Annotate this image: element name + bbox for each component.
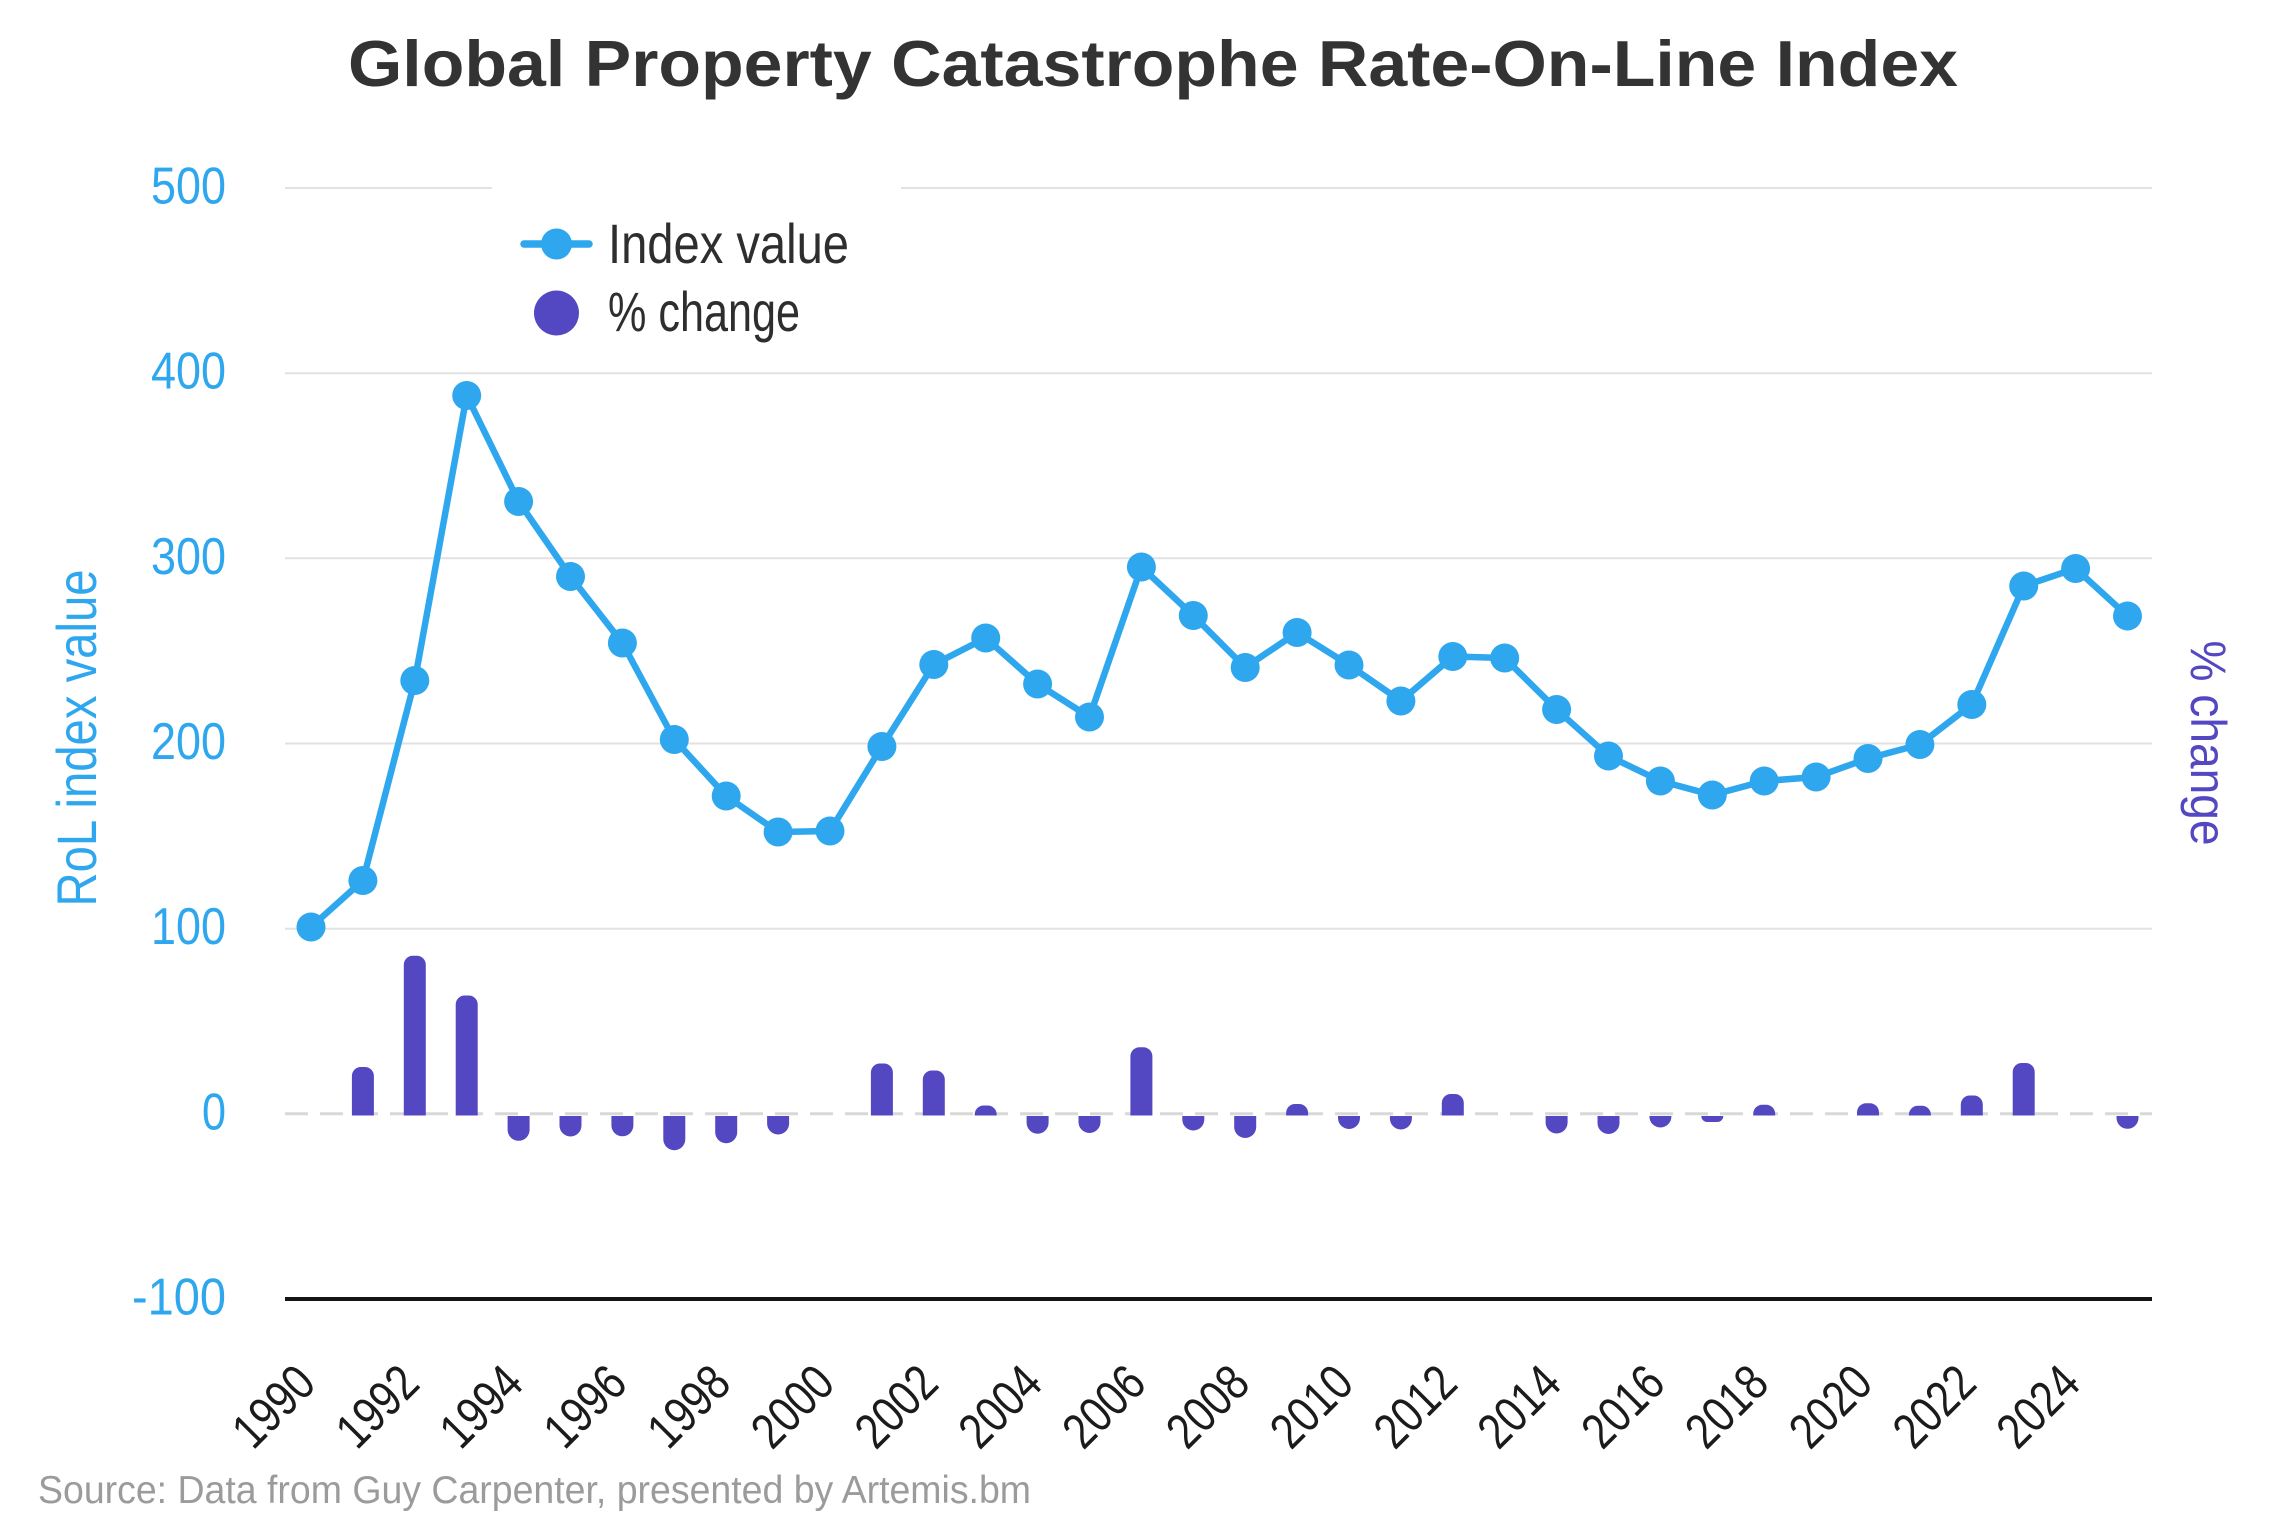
svg-text:Index value: Index value xyxy=(608,212,849,275)
svg-text:Global Property Catastrophe Ra: Global Property Catastrophe Rate-On-Line… xyxy=(348,27,1958,100)
svg-text:300: 300 xyxy=(151,528,226,586)
svg-text:0: 0 xyxy=(202,1083,226,1141)
svg-text:500: 500 xyxy=(151,158,226,216)
svg-text:% change: % change xyxy=(2180,641,2236,846)
svg-text:RoL index value: RoL index value xyxy=(45,570,108,907)
svg-text:-100: -100 xyxy=(132,1269,226,1327)
svg-text:Source: Data from Guy Carpente: Source: Data from Guy Carpenter, present… xyxy=(38,1469,1031,1512)
svg-text:100: 100 xyxy=(151,898,226,956)
svg-text:400: 400 xyxy=(151,343,226,401)
svg-text:200: 200 xyxy=(151,713,226,771)
svg-text:% change: % change xyxy=(608,280,800,343)
